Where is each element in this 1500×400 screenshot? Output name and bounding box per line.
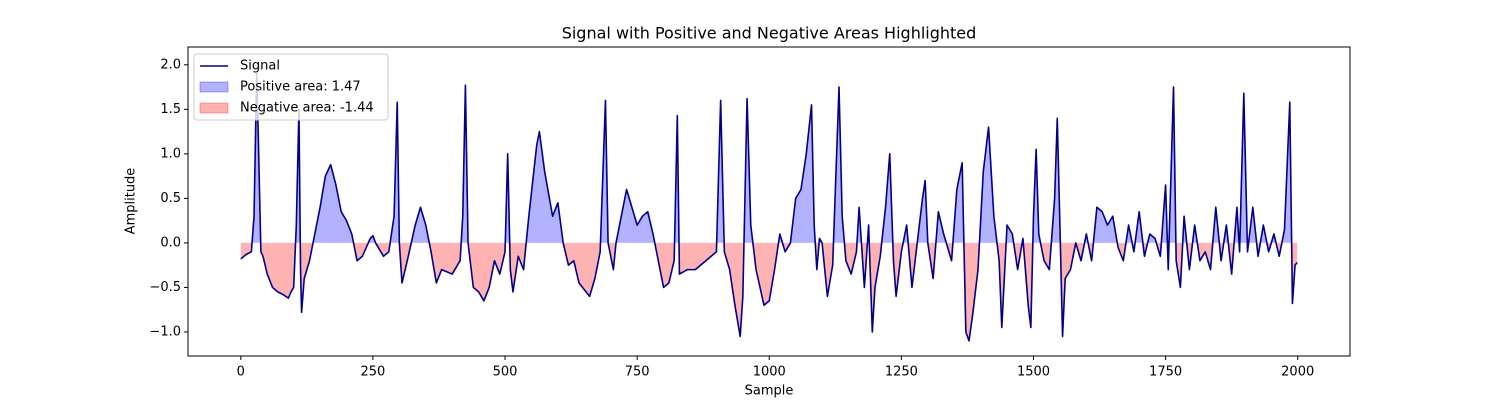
area-fill: [240, 242, 1298, 341]
legend-box: [193, 53, 389, 121]
x-axis-label: Sample: [745, 384, 794, 399]
y-tick-label: 1.5: [160, 102, 181, 117]
x-tick-label: 1750: [1149, 365, 1182, 380]
signal-line: [240, 72, 1298, 342]
legend-patch: [199, 81, 229, 93]
y-tick-label: −1.0: [149, 324, 181, 339]
legend-label: Positive area: 1.47: [240, 80, 361, 95]
y-tick-label: 0.0: [160, 235, 181, 250]
legend-patch: [199, 102, 229, 114]
x-tick-label: 1250: [885, 365, 918, 380]
x-tick-label: 500: [493, 365, 518, 380]
y-tick-label: 2.0: [160, 57, 181, 72]
plot-frame: [187, 46, 1351, 357]
x-tick-label: 750: [625, 365, 650, 380]
x-tick-label: 1000: [753, 365, 786, 380]
y-axis-label: Amplitude: [124, 168, 139, 235]
chart-title: Signal with Positive and Negative Areas …: [562, 24, 977, 43]
x-tick-label: 0: [237, 365, 245, 380]
x-tick-label: 250: [361, 365, 386, 380]
y-tick-label: −0.5: [149, 280, 181, 295]
legend-label: Negative area: -1.44: [240, 101, 374, 116]
legend-label: Signal: [240, 59, 280, 74]
y-tick-label: 0.5: [160, 191, 181, 206]
x-tick-label: 1500: [1017, 365, 1050, 380]
x-tick-label: 2000: [1281, 365, 1314, 380]
y-tick-label: 1.0: [160, 146, 181, 161]
